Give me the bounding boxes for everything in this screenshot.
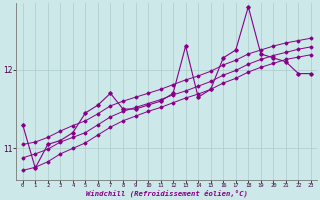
X-axis label: Windchill (Refroidissement éolien,°C): Windchill (Refroidissement éolien,°C): [86, 190, 248, 197]
